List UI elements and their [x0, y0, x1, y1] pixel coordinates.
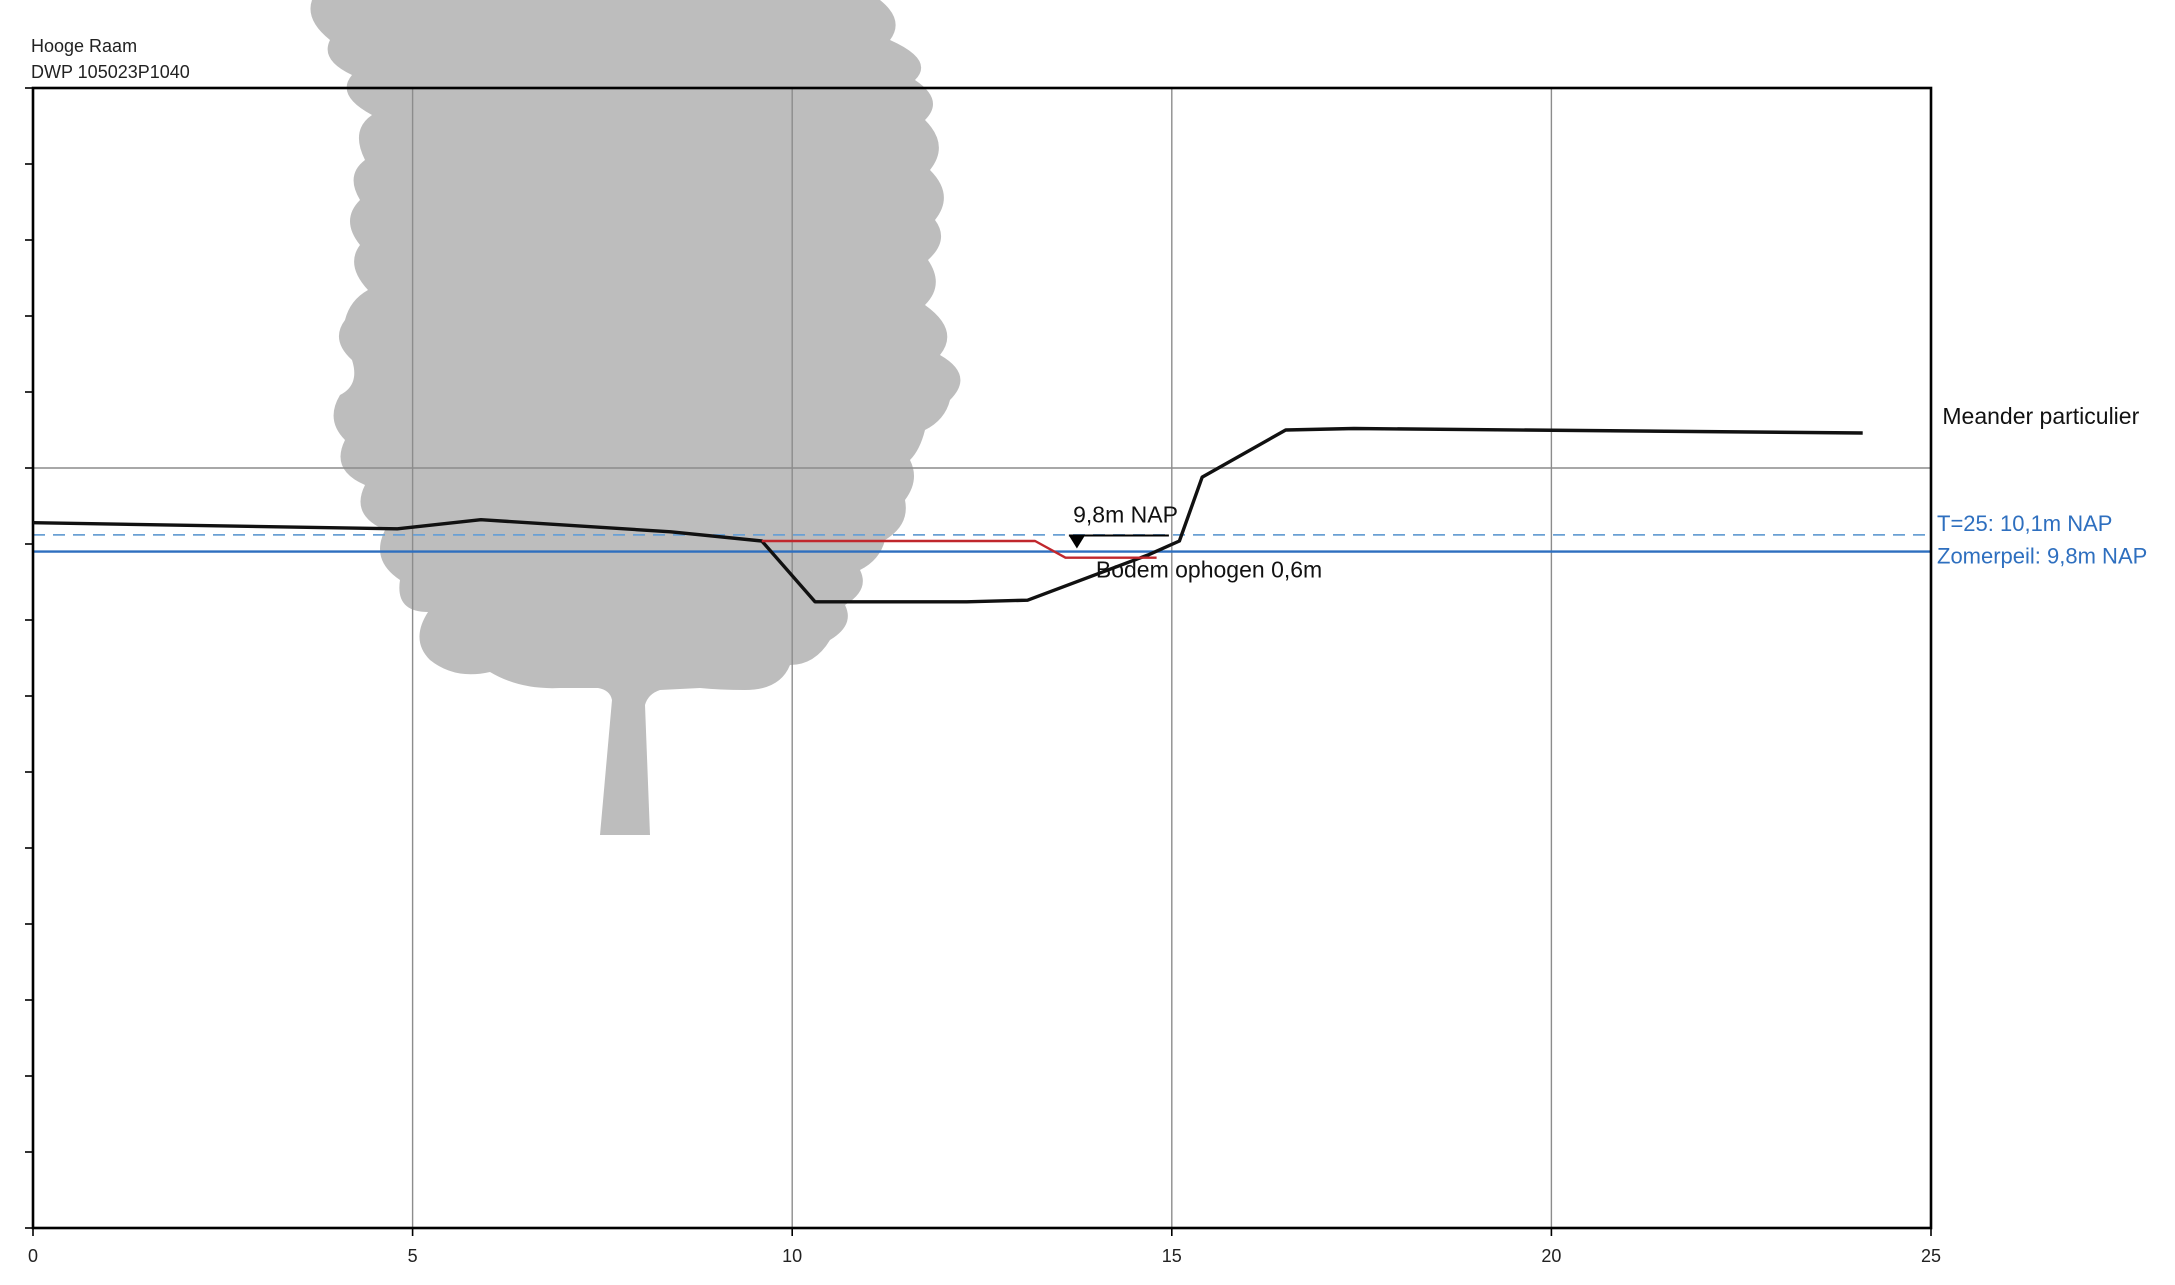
chart-header-line-1: Hooge Raam	[31, 36, 138, 56]
annotation-2: Bodem ophogen 0,6m	[1096, 556, 1322, 582]
plot-frame	[31, 86, 1933, 1230]
x-tick-label-2: 10	[782, 1246, 802, 1266]
x-tick-label-5: 25	[1921, 1246, 1941, 1266]
reference-label-1: Zomerpeil: 9,8m NAP	[1937, 544, 2147, 569]
x-tick-label-3: 15	[1162, 1246, 1182, 1266]
water-level-marker	[1068, 535, 1085, 549]
x-tick-label-0: 0	[28, 1246, 38, 1266]
annotation-0: Meander particulier	[1942, 403, 2139, 429]
chart-header-line-2: DWP 105023P1040	[31, 62, 190, 82]
x-tick-label-1: 5	[408, 1246, 418, 1266]
annotation-1: 9,8m NAP	[1073, 502, 1178, 528]
x-tick-label-4: 20	[1541, 1246, 1561, 1266]
series-line-existing-profile	[32, 426, 1863, 604]
tree-silhouette	[310, 0, 961, 835]
reference-label-0: T=25: 10,1m NAP	[1937, 511, 2112, 536]
series-line-design-profile	[761, 539, 1157, 559]
